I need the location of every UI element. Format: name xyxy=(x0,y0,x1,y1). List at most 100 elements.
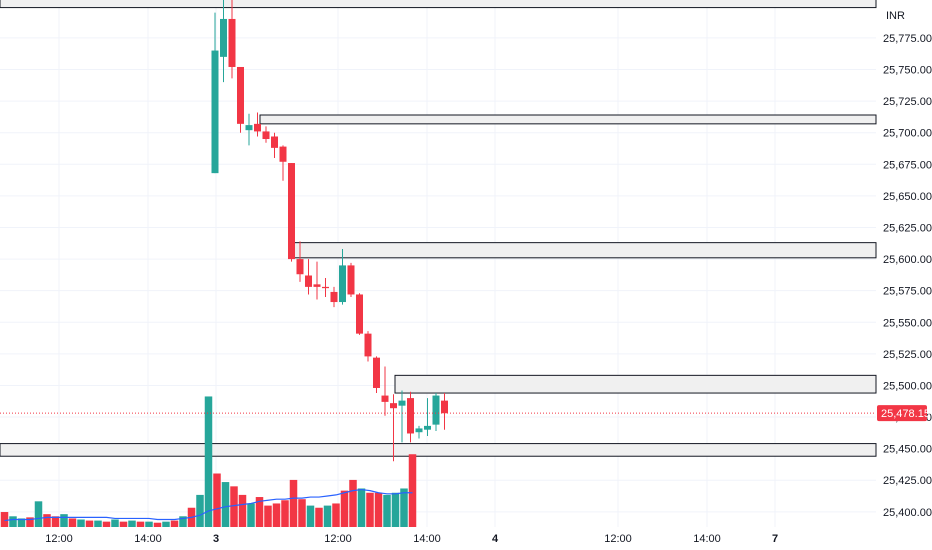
candle-body xyxy=(441,400,448,414)
candle-body xyxy=(339,265,346,303)
volume-bar xyxy=(238,494,247,527)
price-tick-label: 25,650.00 xyxy=(883,191,932,203)
volume-bar xyxy=(247,503,255,527)
candle-body xyxy=(279,146,287,162)
candle xyxy=(237,66,244,133)
candle xyxy=(254,112,261,137)
candle xyxy=(390,394,397,462)
time-tick-label: 12:00 xyxy=(45,533,73,545)
candle-body xyxy=(432,395,440,425)
time-tick-label: 3 xyxy=(213,533,219,545)
supply-demand-zones xyxy=(0,0,877,457)
candle xyxy=(262,126,270,143)
candle-body xyxy=(296,259,304,275)
volume-bar xyxy=(128,520,136,527)
price-tick-label: 25,500.00 xyxy=(883,380,932,392)
price-tick-label: 25,575.00 xyxy=(883,286,932,298)
volume-bar xyxy=(323,505,332,527)
candle-body xyxy=(254,123,261,132)
candle-body xyxy=(313,284,321,287)
volume-bar xyxy=(340,490,349,527)
zone-4 xyxy=(0,443,877,457)
candle-body xyxy=(364,333,372,357)
volume-bar xyxy=(136,521,145,527)
price-axis-ticks: 25,775.00 25,750.00 25,725.00 25,700.00 25,6… xyxy=(883,33,932,519)
volume-bar xyxy=(0,512,9,527)
candle-body xyxy=(407,398,414,434)
volume-bar xyxy=(255,497,264,527)
volume-bar xyxy=(374,492,383,527)
volume-bar xyxy=(153,522,162,527)
time-tick-label: 12:00 xyxy=(324,533,352,545)
candle-body xyxy=(390,403,397,409)
volume-bar xyxy=(145,521,153,527)
candle xyxy=(296,241,304,282)
volume-bar xyxy=(400,488,408,527)
last-price-tag: 25,478.15 xyxy=(877,405,930,422)
candle-body xyxy=(356,294,363,334)
volume-bar xyxy=(289,479,298,527)
candle xyxy=(441,393,448,430)
candle xyxy=(356,293,363,335)
zone-1 xyxy=(259,114,877,125)
price-axis[interactable]: INR xyxy=(886,10,905,22)
candle xyxy=(288,163,295,262)
volume-bar xyxy=(170,520,179,527)
candle-body xyxy=(211,50,219,174)
candle-body xyxy=(237,66,244,124)
volume-bar xyxy=(332,503,340,527)
price-tick-label: 25,700.00 xyxy=(883,128,932,140)
candle-body xyxy=(262,131,270,140)
volume-bar xyxy=(264,505,272,527)
price-tick-label: 25,675.00 xyxy=(883,159,932,171)
price-tick-label: 25,625.00 xyxy=(883,222,932,234)
volume-bar xyxy=(68,518,77,527)
candle-body xyxy=(424,425,431,430)
volume-bar xyxy=(60,514,68,527)
candle xyxy=(313,261,321,300)
volume-bars xyxy=(0,396,417,527)
volume-bar xyxy=(102,521,111,527)
volume-bar xyxy=(221,482,230,527)
price-tick-label: 25,600.00 xyxy=(883,254,932,266)
price-candles xyxy=(211,0,448,462)
volume-bar xyxy=(298,499,306,527)
time-tick-label: 14:00 xyxy=(134,533,162,545)
candle xyxy=(245,113,253,146)
time-tick-label: 14:00 xyxy=(413,533,441,545)
candle xyxy=(398,390,406,443)
candle xyxy=(330,286,338,308)
volume-bar xyxy=(357,488,366,527)
volume-bar xyxy=(94,520,102,527)
volume-bar xyxy=(34,501,43,527)
candle xyxy=(407,391,414,443)
volume-bar xyxy=(119,521,128,527)
volume-bar xyxy=(383,494,391,527)
volume-bar xyxy=(162,521,170,527)
candle-body xyxy=(381,395,389,402)
candle-body xyxy=(398,400,406,406)
zone-2 xyxy=(293,242,877,259)
volume-bar xyxy=(77,519,85,527)
price-tick-label: 25,750.00 xyxy=(883,65,932,77)
candle-body xyxy=(220,18,227,57)
candle xyxy=(339,248,346,305)
volume-bar xyxy=(9,516,17,527)
time-axis[interactable]: 12:00 14:00 3 12:00 14:00 4 12:00 14:00 7 xyxy=(45,533,778,545)
price-tick-label: 25,775.00 xyxy=(883,33,932,45)
volume-bar xyxy=(111,519,119,527)
volume-bar xyxy=(17,518,26,527)
price-tick-label: 25,725.00 xyxy=(883,96,932,108)
time-tick-label: 4 xyxy=(492,533,499,545)
volume-bar xyxy=(306,505,315,527)
time-tick-label: 12:00 xyxy=(604,533,632,545)
candle xyxy=(432,393,440,431)
candle xyxy=(381,366,389,416)
candle xyxy=(271,132,278,158)
price-tick-label: 25,550.00 xyxy=(883,317,932,329)
volume-moving-average-line xyxy=(4,488,413,522)
zone-3 xyxy=(394,374,877,394)
candle xyxy=(228,0,236,79)
candle-body xyxy=(322,286,329,289)
